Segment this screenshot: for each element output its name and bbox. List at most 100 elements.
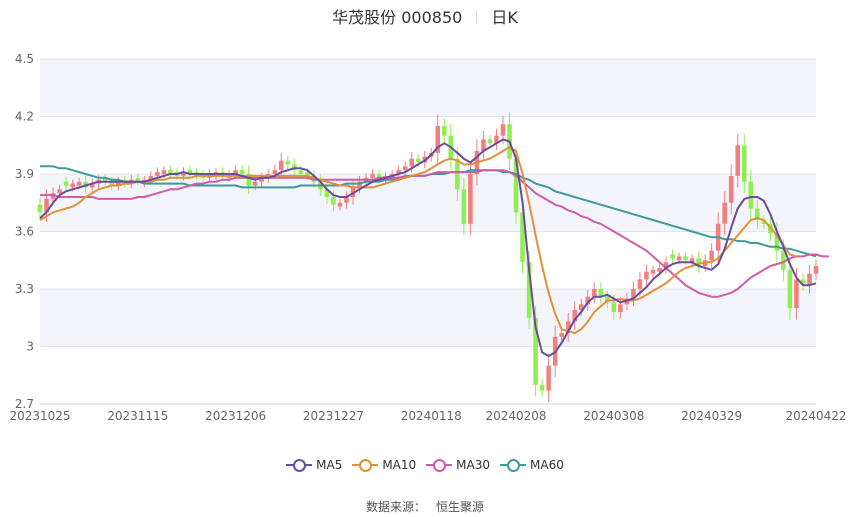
legend-item-ma5[interactable]: MA5 xyxy=(286,458,342,472)
candle-body xyxy=(148,175,154,180)
candle-body xyxy=(676,256,682,261)
legend-item-ma10[interactable]: MA10 xyxy=(352,458,416,472)
candle xyxy=(592,282,597,304)
candle xyxy=(559,328,564,342)
candle xyxy=(572,301,578,331)
candle-body xyxy=(155,172,160,176)
candle-body xyxy=(689,258,695,263)
candle xyxy=(135,174,141,186)
candle-body xyxy=(807,273,812,286)
candle-body xyxy=(331,197,336,205)
legend-swatch xyxy=(352,459,379,472)
legend-swatch xyxy=(426,459,453,472)
candle xyxy=(344,191,349,209)
candle-body xyxy=(402,166,408,171)
stock-title: 华茂股份 000850 xyxy=(332,8,463,27)
candle-body xyxy=(233,170,238,174)
y-tick-label: 4.2 xyxy=(15,110,34,124)
candle-body xyxy=(794,279,799,309)
candle-body xyxy=(533,317,538,385)
candle-body xyxy=(800,279,806,286)
candle xyxy=(37,197,43,220)
source-name: 恒生聚源 xyxy=(436,500,485,514)
candle-body xyxy=(572,310,578,322)
candle-body xyxy=(468,174,473,224)
candle-body xyxy=(813,266,819,274)
legend-label: MA10 xyxy=(382,458,417,472)
candlestick-chart: 4.54.23.93.63.332.7 20231025 20231115 2023… xyxy=(9,52,846,423)
candle-body xyxy=(181,172,186,176)
y-tick-label: 3.3 xyxy=(15,282,34,296)
candle xyxy=(168,165,173,179)
candle xyxy=(481,130,486,160)
candle-body xyxy=(415,158,421,163)
candle xyxy=(650,266,656,278)
candle xyxy=(546,354,551,403)
candle xyxy=(670,249,675,264)
x-tick-label: 20240118 xyxy=(401,409,462,423)
plot-band xyxy=(40,289,816,347)
candle xyxy=(520,200,525,274)
ma5-line xyxy=(39,138,817,358)
candle-body xyxy=(109,181,115,186)
candle-body xyxy=(76,181,82,186)
y-axis: 4.5 4.2 3.9 3.6 3.3 3 2.7 xyxy=(15,52,34,411)
candle-body xyxy=(741,145,747,182)
candle-body xyxy=(755,208,760,220)
candle xyxy=(89,178,95,193)
candle xyxy=(455,147,460,201)
candle xyxy=(755,199,760,229)
candle-body xyxy=(637,279,643,289)
candle xyxy=(102,174,108,186)
candle xyxy=(461,177,467,236)
candle-body xyxy=(670,254,675,259)
candle xyxy=(63,176,69,191)
candle-body xyxy=(631,289,636,299)
candle xyxy=(487,134,493,149)
candle xyxy=(246,165,251,195)
candle-body xyxy=(657,267,662,272)
y-tick-label: 3 xyxy=(26,340,34,354)
candle-body xyxy=(709,250,714,261)
period-label[interactable]: 日K xyxy=(491,8,518,27)
candle xyxy=(539,379,545,397)
candle-body xyxy=(487,139,493,144)
legend-item-ma60[interactable]: MA60 xyxy=(500,458,564,472)
x-tick-label: 20240422 xyxy=(785,409,846,423)
source-label: 数据来源： xyxy=(365,500,426,514)
candle xyxy=(689,254,695,266)
candle xyxy=(494,128,499,151)
candle-body xyxy=(585,296,591,305)
candle-body xyxy=(787,269,793,309)
x-tick-label: 20231206 xyxy=(205,409,266,423)
x-tick-label: 20231227 xyxy=(303,409,364,423)
candle xyxy=(741,133,747,194)
legend-item-ma30[interactable]: MA30 xyxy=(426,458,490,472)
candle-body xyxy=(546,365,551,391)
candle-body xyxy=(500,124,506,136)
candle-body xyxy=(168,170,173,174)
legend-label: MA30 xyxy=(456,458,491,472)
legend: MA5 MA10 MA30 MA60 xyxy=(0,458,850,474)
y-tick-label: 4.5 xyxy=(15,52,34,66)
candle xyxy=(722,191,727,236)
candle-body xyxy=(598,289,604,297)
candle-body xyxy=(539,384,545,391)
candle xyxy=(800,273,806,291)
candle-body xyxy=(735,145,741,176)
candle-body xyxy=(396,170,401,174)
candle xyxy=(728,164,734,215)
candle xyxy=(748,170,754,220)
candle xyxy=(618,297,623,319)
ma30-line xyxy=(40,169,829,298)
candle-body xyxy=(644,271,649,280)
candle-body xyxy=(161,170,167,174)
candle xyxy=(813,259,819,281)
candle-body xyxy=(618,304,623,312)
candle-body xyxy=(650,269,656,274)
candle xyxy=(663,256,669,274)
candle-body xyxy=(781,250,786,270)
candle-body xyxy=(611,302,617,312)
moving-average-lines xyxy=(39,138,829,358)
